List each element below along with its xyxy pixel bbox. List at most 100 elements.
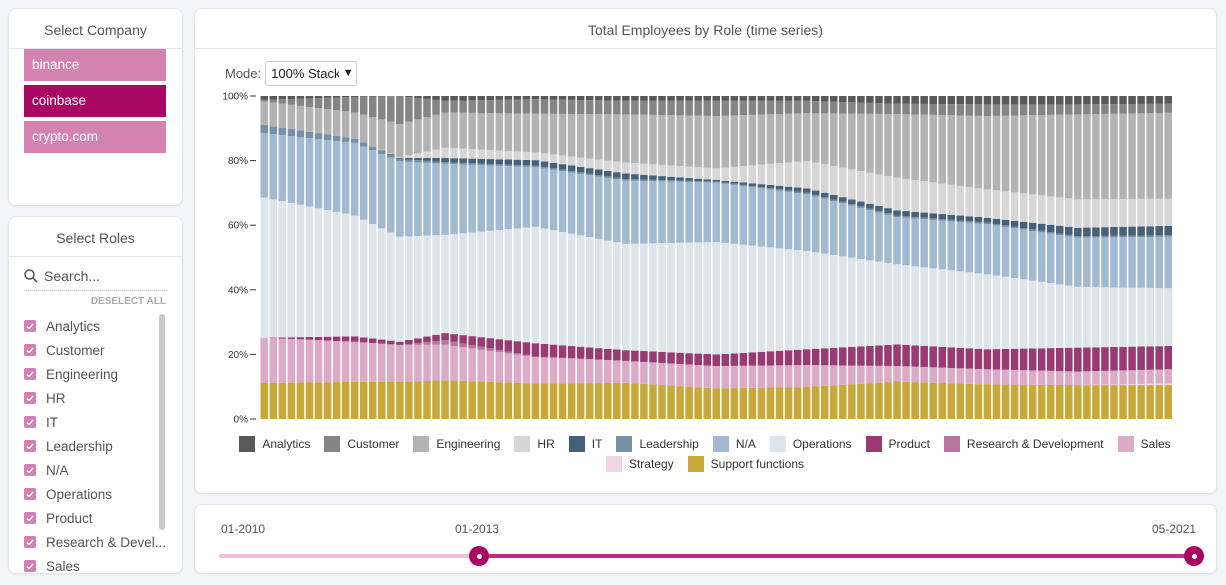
checkbox-checked-icon[interactable] <box>24 440 36 452</box>
bar-segment-sales <box>314 340 323 383</box>
bar-segment-customer <box>486 100 495 114</box>
role-item[interactable]: Research & Devel... <box>24 532 166 552</box>
legend-label: HR <box>537 437 555 451</box>
checkbox-checked-icon[interactable] <box>24 536 36 548</box>
legend-item[interactable]: Customer <box>324 436 399 452</box>
bar-segment-operations <box>1119 287 1127 347</box>
bar-segment-product <box>341 336 350 342</box>
legend-swatch <box>769 436 786 452</box>
bar-segment-sales <box>829 365 838 386</box>
legend-item[interactable]: Research & Development <box>943 436 1104 452</box>
slider-end-handle[interactable] <box>1184 546 1204 566</box>
role-item[interactable]: N/A <box>24 460 69 480</box>
bar-segment-customer <box>1037 104 1046 116</box>
bar-segment-operations <box>1101 287 1109 348</box>
checkbox-checked-icon[interactable] <box>24 368 36 380</box>
legend-item[interactable]: Support functions <box>687 456 804 472</box>
bar-segment-sales <box>820 365 829 386</box>
role-item[interactable]: Sales <box>24 556 80 574</box>
bar-segment-leadership <box>956 220 965 223</box>
bar-segment-engineering <box>468 112 476 150</box>
checkbox-checked-icon[interactable] <box>24 488 36 500</box>
bar-segment-product <box>423 336 431 343</box>
bar-segment-n-a <box>405 161 413 237</box>
bar-segment-it <box>1128 226 1136 236</box>
bar-segment-n-a <box>757 188 766 247</box>
legend-item[interactable]: Operations <box>769 436 852 452</box>
role-item[interactable]: IT <box>24 412 58 432</box>
legend-item[interactable]: IT <box>568 436 602 452</box>
role-item[interactable]: Customer <box>24 340 105 360</box>
checkbox-checked-icon[interactable] <box>24 464 36 476</box>
legend-item[interactable]: Analytics <box>239 436 310 452</box>
bar-segment-analytics <box>1155 96 1163 104</box>
bar-segment-operations <box>522 227 531 343</box>
bar-segment-product <box>305 337 314 340</box>
bar-segment-customer <box>1028 104 1037 116</box>
bar-segment-leadership <box>359 142 368 147</box>
roles-scrollbar[interactable] <box>159 314 165 530</box>
legend-item[interactable]: Leadership <box>616 436 699 452</box>
role-item[interactable]: Analytics <box>24 316 100 336</box>
bar-segment-it <box>423 157 431 161</box>
bar-segment-support-functions <box>1101 385 1109 419</box>
checkbox-checked-icon[interactable] <box>24 512 36 524</box>
role-label: Sales <box>46 558 80 574</box>
bar-segment-n-a <box>549 169 558 231</box>
role-item[interactable]: Engineering <box>24 364 118 384</box>
bar-segment-operations <box>1146 287 1154 347</box>
bar-segment-leadership <box>396 158 404 162</box>
bar-segment-research-development <box>477 346 485 350</box>
slider-track-inactive <box>219 554 479 558</box>
checkbox-checked-icon[interactable] <box>24 392 36 404</box>
role-item[interactable]: Product <box>24 508 93 528</box>
bar-segment-product <box>775 350 784 366</box>
role-item[interactable]: Leadership <box>24 436 113 456</box>
legend-item[interactable]: Sales <box>1117 436 1171 452</box>
role-item[interactable]: HR <box>24 388 66 408</box>
checkbox-checked-icon[interactable] <box>24 344 36 356</box>
deselect-all-button[interactable]: DESELECT ALL <box>90 296 166 307</box>
bar-segment-leadership <box>450 162 458 165</box>
bar-segment-analytics <box>531 96 540 100</box>
slider-start-handle[interactable] <box>469 546 489 566</box>
legend-item[interactable]: HR <box>514 436 555 452</box>
bar-segment-operations <box>784 249 793 351</box>
role-item[interactable]: Operations <box>24 484 112 504</box>
bar-segment-operations <box>694 242 702 354</box>
bar-segment-it <box>956 215 965 221</box>
bar-segment-support-functions <box>739 387 748 419</box>
legend-item[interactable]: Strategy <box>605 456 674 472</box>
bar-segment-analytics <box>368 96 377 97</box>
bar-segment-engineering <box>622 114 630 163</box>
bar-segment-support-functions <box>504 382 513 419</box>
role-search-input[interactable]: Search... <box>24 261 167 291</box>
bar-segment-operations <box>1037 281 1046 349</box>
bar-segment-it <box>414 157 422 161</box>
bar-segment-it <box>594 169 603 175</box>
company-panel-title: Select Company <box>9 9 182 49</box>
bar-segment-operations <box>504 229 513 341</box>
legend-item[interactable]: N/A <box>712 436 756 452</box>
bar-segment-hr <box>649 164 657 176</box>
legend-item[interactable]: Product <box>865 436 930 452</box>
bar-segment-n-a <box>504 166 513 230</box>
legend-item[interactable]: Engineering <box>413 436 500 452</box>
bar-segment-analytics <box>1119 96 1127 105</box>
bar-segment-it <box>685 178 693 181</box>
bar-segment-support-functions <box>685 386 693 419</box>
bar-segment-support-functions <box>414 381 422 419</box>
bar-segment-engineering <box>866 113 874 173</box>
bar-segment-research-development <box>423 342 431 345</box>
company-crypto-com-button[interactable]: crypto.com <box>24 121 166 153</box>
checkbox-checked-icon[interactable] <box>24 416 36 428</box>
bar-segment-product <box>296 337 305 340</box>
bar-segment-operations <box>1074 286 1082 348</box>
bar-segment-sales <box>730 365 739 389</box>
checkbox-checked-icon[interactable] <box>24 320 36 332</box>
company-binance-button[interactable]: binance <box>24 49 166 81</box>
mode-select[interactable]: 100% Stacked ▼ <box>265 61 358 86</box>
chevron-down-icon: ▼ <box>342 67 354 79</box>
company-coinbase-button[interactable]: coinbase <box>24 85 166 117</box>
checkbox-checked-icon[interactable] <box>24 560 36 572</box>
